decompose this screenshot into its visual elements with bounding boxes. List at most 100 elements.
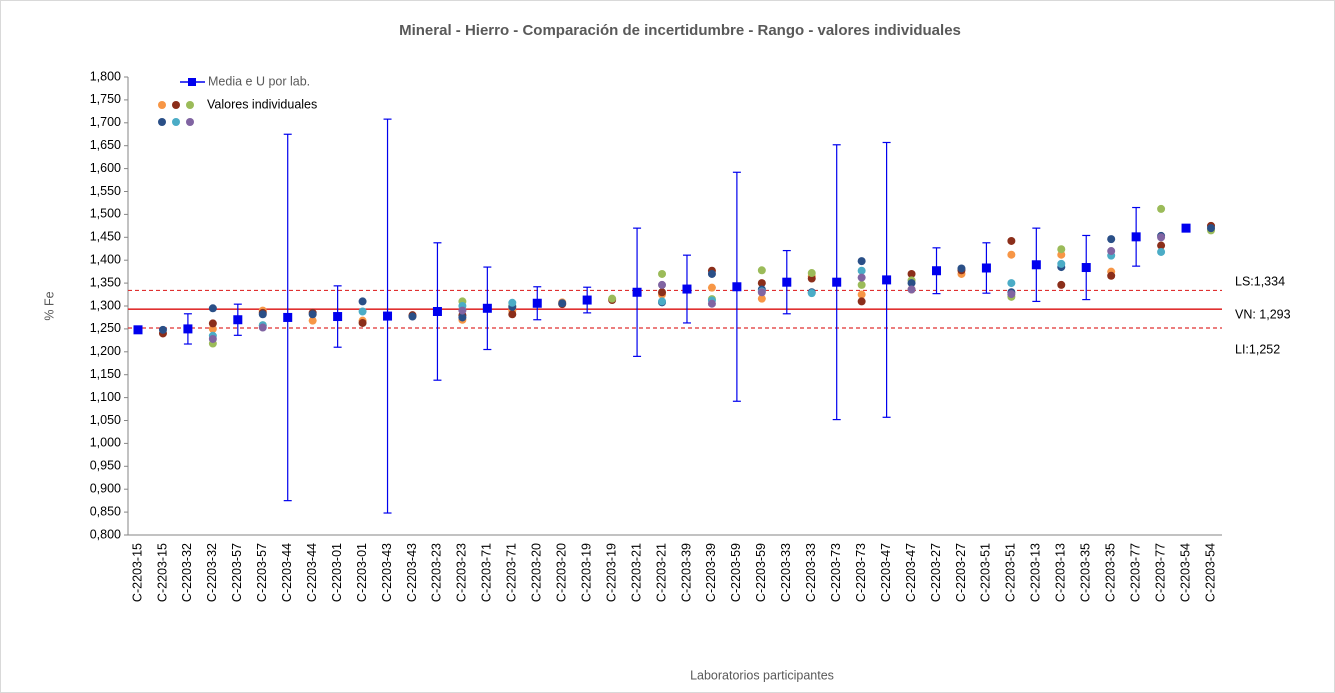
individual-point (1007, 250, 1016, 259)
mean-marker (482, 303, 492, 313)
individual-point (707, 269, 716, 278)
mean-marker (283, 312, 293, 322)
y-tick-label: 1,150 (90, 367, 121, 381)
x-tick-label: C-2203-59 (754, 543, 768, 602)
individual-point (358, 307, 367, 316)
y-tick-label: 1,650 (90, 138, 121, 152)
individual-point (907, 269, 916, 278)
mean-marker (981, 263, 991, 273)
legend-marker (172, 101, 180, 109)
x-tick-label: C-2203-20 (555, 543, 569, 602)
y-axis-label: % Fe (42, 291, 56, 320)
mean-marker (832, 277, 842, 287)
individual-point (358, 318, 367, 327)
y-tick-label: 1,700 (90, 115, 121, 129)
individual-point (857, 273, 866, 282)
y-tick-label: 1,250 (90, 321, 121, 335)
mean-marker (1031, 260, 1041, 270)
x-tick-label: C-2203-13 (1054, 543, 1068, 602)
x-tick-label: C-2203-43 (405, 543, 419, 602)
x-tick-label: C-2203-51 (1004, 543, 1018, 602)
x-tick-label: C-2203-19 (579, 543, 593, 602)
individual-point (1157, 241, 1166, 250)
individual-point (208, 334, 217, 343)
x-tick-label: C-2203-13 (1029, 543, 1043, 602)
legend-marker (158, 101, 166, 109)
individual-point (1107, 247, 1116, 256)
y-tick-label: 0,950 (90, 459, 121, 473)
individual-point (857, 280, 866, 289)
x-tick-label: C-2203-01 (330, 543, 344, 602)
individual-point (1057, 250, 1066, 259)
individual-point (857, 290, 866, 299)
y-tick-label: 1,500 (90, 207, 121, 221)
individual-point (658, 297, 667, 306)
x-tick-label: C-2203-23 (455, 543, 469, 602)
individual-point (1107, 235, 1116, 244)
x-tick-label: C-2203-35 (1103, 543, 1117, 602)
individual-point (907, 279, 916, 288)
individual-point (807, 289, 816, 298)
y-tick-label: 1,000 (90, 436, 121, 450)
y-tick-label: 1,600 (90, 161, 121, 175)
x-tick-label: C-2203-15 (155, 543, 169, 602)
mean-marker (333, 312, 343, 322)
individual-point (757, 294, 766, 303)
y-tick-label: 1,300 (90, 298, 121, 312)
mean-marker (432, 306, 442, 316)
individual-point (408, 312, 417, 321)
x-tick-label: C-2203-27 (954, 543, 968, 602)
x-tick-label: C-2203-32 (180, 543, 194, 602)
individual-point (1107, 271, 1116, 280)
x-tick-label: C-2203-77 (1128, 543, 1142, 602)
x-tick-label: C-2203-01 (355, 543, 369, 602)
reference-label: LS:1,334 (1235, 275, 1285, 289)
individual-point (658, 288, 667, 297)
individual-point (757, 279, 766, 288)
x-tick-label: C-2203-71 (505, 543, 519, 602)
x-tick-label: C-2203-77 (1153, 543, 1167, 602)
individual-point (1157, 233, 1166, 242)
individual-point (707, 283, 716, 292)
mean-marker (932, 266, 942, 276)
x-tick-label: C-2203-21 (629, 543, 643, 602)
x-tick-label: C-2203-32 (205, 543, 219, 602)
individual-point (807, 274, 816, 283)
x-tick-label: C-2203-15 (130, 543, 144, 602)
individual-point (1057, 259, 1066, 268)
mean-marker (1181, 223, 1191, 233)
mean-marker (233, 315, 243, 325)
mean-marker (782, 277, 792, 287)
legend-marker (186, 118, 194, 126)
y-tick-label: 1,050 (90, 413, 121, 427)
mean-marker (183, 324, 193, 334)
y-tick-label: 1,400 (90, 252, 121, 266)
individual-point (907, 285, 916, 294)
individual-point (208, 319, 217, 328)
individual-point (208, 324, 217, 333)
y-tick-label: 1,200 (90, 344, 121, 358)
mean-marker (882, 275, 892, 285)
y-tick-label: 0,850 (90, 504, 121, 518)
individual-point (658, 280, 667, 289)
x-tick-label: C-2203-47 (879, 543, 893, 602)
individual-point (258, 310, 267, 319)
individual-point (208, 304, 217, 313)
x-tick-label: C-2203-27 (929, 543, 943, 602)
legend-marker (188, 78, 196, 86)
x-tick-label: C-2203-23 (430, 543, 444, 602)
y-tick-label: 1,800 (90, 69, 121, 83)
individual-point (508, 310, 517, 319)
x-axis-label: Laboratorios participantes (690, 668, 834, 682)
x-tick-label: C-2203-21 (654, 543, 668, 602)
mean-marker (1131, 232, 1141, 242)
legend-label: Valores individuales (207, 97, 317, 111)
mean-marker (682, 284, 692, 294)
x-tick-label: C-2203-71 (480, 543, 494, 602)
x-tick-label: C-2203-44 (280, 543, 294, 602)
y-tick-label: 1,350 (90, 275, 121, 289)
y-tick-label: 1,750 (90, 92, 121, 106)
individual-point (957, 264, 966, 273)
legend-marker (158, 118, 166, 126)
individual-point (857, 266, 866, 275)
